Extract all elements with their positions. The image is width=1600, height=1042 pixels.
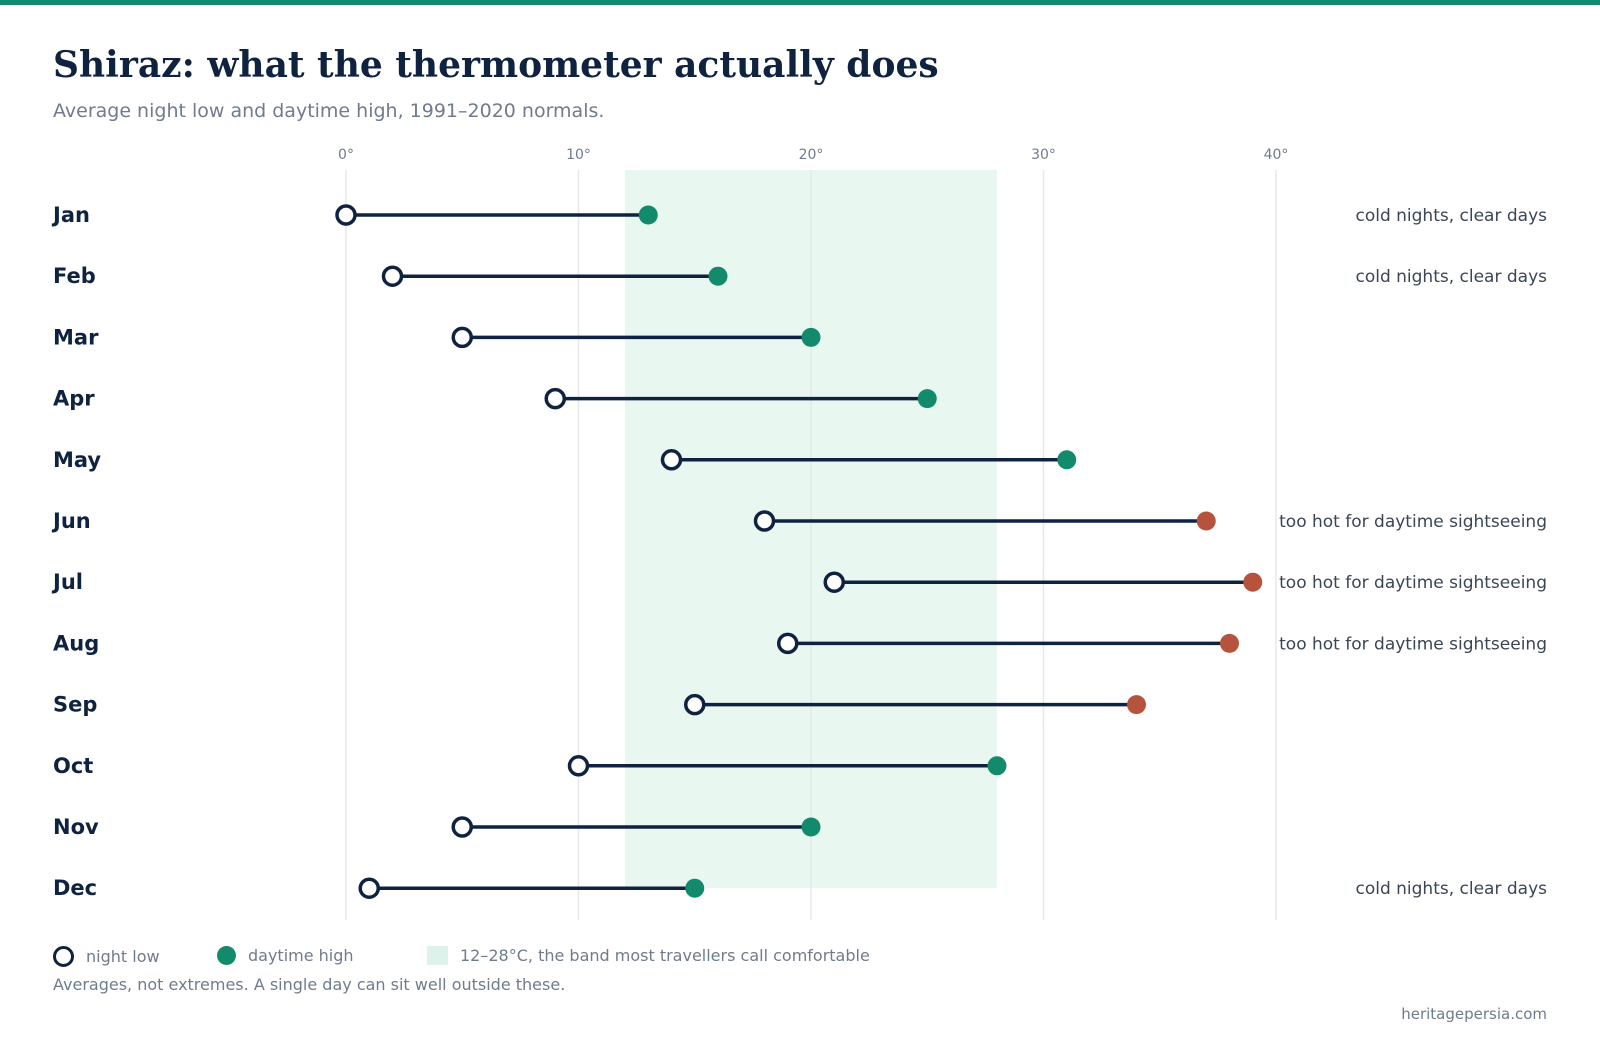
night-low-point <box>660 449 683 471</box>
month-label: Oct <box>53 754 93 778</box>
daytime-high-point <box>1243 572 1263 592</box>
legend-item-night-low: night low <box>53 946 160 967</box>
night-low-point <box>823 571 845 593</box>
night-low-point <box>684 693 706 716</box>
night-low-point <box>567 755 590 777</box>
night-low-point <box>358 877 380 899</box>
legend-daytime-high-marker <box>217 946 236 965</box>
month-label: Nov <box>53 815 99 839</box>
row-annotation: cold nights, clear days <box>1355 879 1547 899</box>
month-label: Sep <box>53 693 97 717</box>
night-low-point <box>777 632 799 655</box>
daytime-high-point <box>801 327 821 347</box>
daytime-high-point <box>917 389 937 409</box>
night-low-point <box>451 816 473 838</box>
legend-comfort-band-swatch <box>427 946 448 965</box>
daytime-high-point <box>685 878 705 898</box>
daytime-high-point <box>708 266 728 286</box>
x-tick-label: 30° <box>1031 147 1056 163</box>
month-label: Dec <box>53 876 97 900</box>
chart-title: Shiraz: what the thermometer actually do… <box>53 44 939 86</box>
month-label: Jan <box>51 203 90 227</box>
daytime-high-point <box>1220 633 1239 653</box>
daytime-high-point <box>1196 511 1216 531</box>
month-label: Aug <box>53 631 99 655</box>
month-label: May <box>53 448 101 472</box>
daytime-high-point <box>638 205 658 225</box>
night-low-point <box>753 510 776 532</box>
legend-comfort-band-label: 12–28°C, the band most travellers call c… <box>460 946 870 965</box>
daytime-high-point <box>801 817 821 837</box>
x-tick-label: 0° <box>338 147 354 163</box>
night-low-point <box>335 204 357 226</box>
row-annotation: too hot for daytime sightseeing <box>1279 634 1547 654</box>
daytime-high-point <box>987 756 1007 776</box>
night-low-point <box>544 387 566 410</box>
month-label: Apr <box>53 387 95 411</box>
row-annotation: cold nights, clear days <box>1355 206 1547 226</box>
month-label: Mar <box>53 325 99 349</box>
dumbbell-chart: 0° 10° 20° 30° 40° Jan cold nights, clear days… <box>51 147 1547 920</box>
legend-daytime-high-label: daytime high <box>248 946 354 965</box>
row-annotation: too hot for daytime sightseeing <box>1279 573 1547 593</box>
chart-subtitle: Average night low and daytime high, 1991… <box>53 100 605 122</box>
footnote: Averages, not extremes. A single day can… <box>53 975 566 994</box>
x-tick-label: 40° <box>1264 147 1289 163</box>
night-low-point <box>451 326 473 349</box>
daytime-high-point <box>1127 695 1146 715</box>
row-annotation: too hot for daytime sightseeing <box>1279 512 1547 532</box>
legend-item-comfort-band: 12–28°C, the band most travellers call c… <box>427 946 870 965</box>
accent-bar <box>0 0 1600 5</box>
month-label: Jun <box>51 509 91 533</box>
x-tick-label: 20° <box>799 147 824 163</box>
month-label: Jul <box>51 570 83 594</box>
daytime-high-point <box>1057 450 1077 470</box>
legend-night-low-label: night low <box>86 947 160 966</box>
legend-item-daytime-high: daytime high <box>217 946 354 965</box>
night-low-point <box>381 265 404 287</box>
month-label: Feb <box>53 264 96 288</box>
row-annotation: cold nights, clear days <box>1355 267 1547 287</box>
source-credit: heritagepersia.com <box>1401 1005 1547 1023</box>
legend-night-low-marker <box>53 946 74 967</box>
x-tick-label: 10° <box>566 147 591 163</box>
